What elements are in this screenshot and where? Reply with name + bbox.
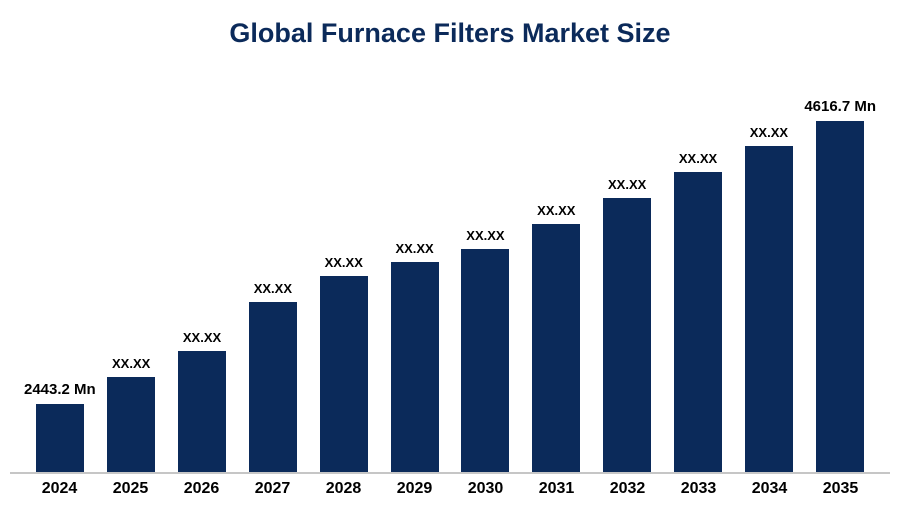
bar bbox=[744, 146, 793, 472]
x-axis-label: 2029 bbox=[396, 480, 433, 497]
bar bbox=[178, 351, 226, 472]
bar-value-label: 4616.7 Mn bbox=[804, 98, 877, 115]
x-axis-label: 2030 bbox=[467, 480, 504, 497]
bar-value-label: XX.XX bbox=[324, 255, 363, 270]
bar bbox=[816, 121, 865, 472]
x-axis-label: 2033 bbox=[680, 480, 717, 497]
x-axis: 2024 2025 2026 2027 2028 2029 2030 2031 2032 2033… bbox=[10, 474, 890, 498]
bar bbox=[674, 172, 723, 472]
bar-value-label: XX.XX bbox=[395, 241, 434, 256]
bar-value-label: 2443.2 Mn bbox=[24, 381, 96, 398]
x-axis-label: 2032 bbox=[609, 480, 646, 497]
bar bbox=[35, 404, 84, 472]
bar-group: 4616.7 Mn bbox=[804, 50, 876, 472]
bar bbox=[319, 276, 368, 472]
bar bbox=[461, 249, 510, 472]
bar-chart: Global Furnace Filters Market Size 2443.… bbox=[0, 16, 900, 525]
bar-group: XX.XX bbox=[592, 50, 663, 472]
x-axis-label: 2035 bbox=[822, 480, 859, 497]
bar-group: XX.XX bbox=[663, 50, 734, 472]
bar-group: XX.XX bbox=[96, 50, 167, 472]
x-axis-label: 2028 bbox=[325, 480, 362, 497]
bar-group: XX.XX bbox=[521, 50, 592, 472]
bar-value-label: XX.XX bbox=[537, 203, 576, 218]
bar-group: XX.XX bbox=[733, 50, 804, 472]
bar-group: XX.XX bbox=[167, 50, 238, 472]
bar-group: 2443.2 Mn bbox=[24, 50, 96, 472]
bar-value-label: XX.XX bbox=[112, 356, 151, 371]
x-axis-label: 2025 bbox=[112, 480, 149, 497]
plot-area: 2443.2 Mn XX.XX XX.XX XX.XX XX.XX XX.XX XX.XX X… bbox=[10, 50, 890, 474]
bar bbox=[107, 377, 156, 472]
bar-group: XX.XX bbox=[237, 50, 308, 472]
bar bbox=[390, 262, 439, 472]
bar bbox=[532, 224, 581, 472]
bar-group: XX.XX bbox=[379, 50, 450, 472]
x-axis-label: 2024 bbox=[41, 480, 78, 497]
bar bbox=[248, 302, 297, 472]
bar-value-label: XX.XX bbox=[253, 281, 293, 296]
bar-value-label: XX.XX bbox=[749, 125, 789, 140]
chart-title: Global Furnace Filters Market Size bbox=[229, 18, 671, 48]
x-axis-label: 2027 bbox=[254, 480, 291, 497]
bar-group: XX.XX bbox=[450, 50, 521, 472]
bar bbox=[603, 198, 652, 472]
x-axis-label: 2031 bbox=[538, 480, 575, 497]
x-axis-label: 2034 bbox=[751, 480, 788, 497]
bar-value-label: XX.XX bbox=[678, 151, 718, 166]
bar-group: XX.XX bbox=[308, 50, 379, 472]
bar-value-label: XX.XX bbox=[608, 177, 647, 192]
bar-value-label: XX.XX bbox=[182, 330, 222, 345]
bar-value-label: XX.XX bbox=[466, 228, 505, 243]
x-axis-label: 2026 bbox=[183, 480, 220, 497]
